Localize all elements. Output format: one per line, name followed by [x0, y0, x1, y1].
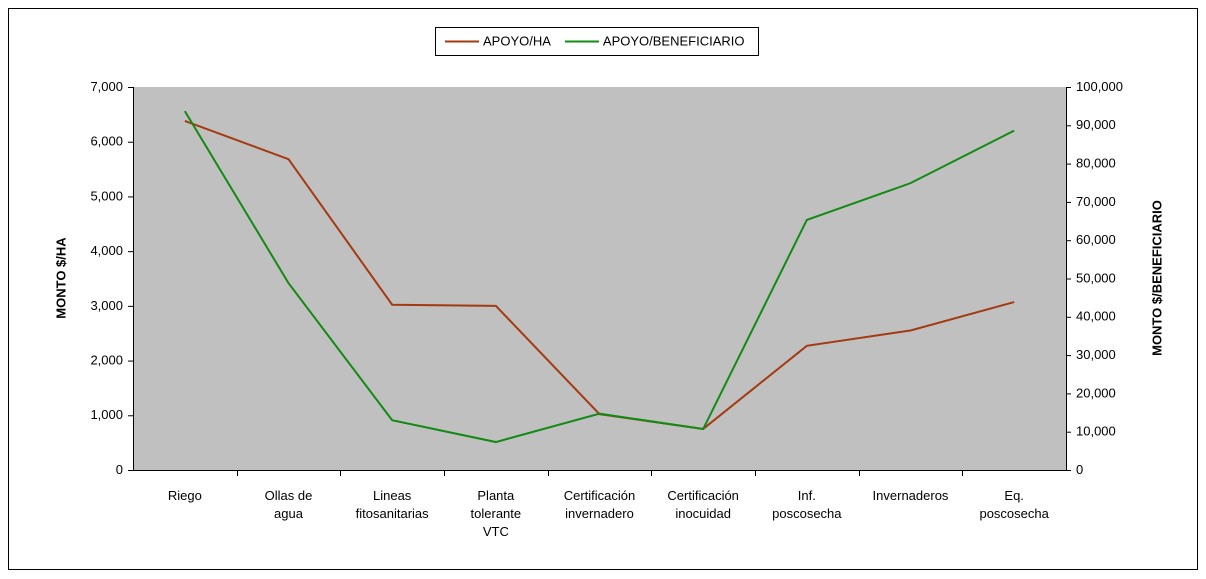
series-line: [183, 110, 1015, 444]
y-tick-label: 4,000: [90, 243, 123, 258]
y2-tick-label: 40,000: [1076, 309, 1116, 324]
y2-tick-label: 50,000: [1076, 270, 1116, 285]
y2-tick-label: 70,000: [1076, 194, 1116, 209]
y2-tick-label: 60,000: [1076, 232, 1116, 247]
x-tick-label: Inf. poscosecha: [772, 488, 842, 521]
x-tick-label: Eq. poscosecha: [979, 488, 1049, 521]
y2-tick-label: 90,000: [1076, 117, 1116, 132]
y2-tick-label: 30,000: [1076, 347, 1116, 362]
x-tick-label: Ollas de agua: [265, 488, 313, 521]
y-tick-label: 7,000: [90, 79, 123, 94]
x-tick-label: Lineas fitosanitarias: [356, 488, 429, 521]
y-tick-label: 0: [116, 462, 123, 477]
y-tick-label: 5,000: [90, 188, 123, 203]
y-tick-label: 3,000: [90, 298, 123, 313]
y-tick-label: 6,000: [90, 134, 123, 149]
x-tick-label: Invernaderos: [873, 488, 949, 503]
y2-tick-label: 10,000: [1076, 424, 1116, 439]
y2-tick-label: 100,000: [1076, 79, 1123, 94]
x-tick-label: Certificación inocuidad: [667, 488, 739, 521]
x-tick-label: Riego: [168, 488, 202, 503]
y-tick-label: 1,000: [90, 407, 123, 422]
x-tick-label: Planta tolerante VTC: [471, 488, 522, 539]
y-tick-label: 2,000: [90, 353, 123, 368]
x-tick-label: Certificación invernadero: [564, 488, 636, 521]
plot-area: [133, 87, 1066, 470]
y2-tick-label: 0: [1076, 462, 1083, 477]
y2-tick-label: 20,000: [1076, 385, 1116, 400]
y-axis-title: MONTO $/HA: [53, 237, 68, 319]
y2-axis-title: MONTO $/BENEFICIARIO: [1149, 200, 1164, 356]
legend-label: APOYO/BENEFICIARIO: [603, 33, 745, 48]
y2-tick-label: 80,000: [1076, 156, 1116, 171]
legend-label: APOYO/HA: [483, 33, 551, 48]
